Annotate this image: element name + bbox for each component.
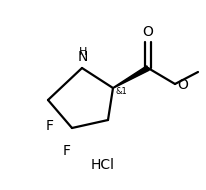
Text: F: F (46, 119, 54, 133)
Text: F: F (63, 144, 71, 158)
Text: &1: &1 (115, 88, 127, 97)
Text: O: O (176, 78, 187, 92)
Text: O: O (142, 25, 153, 39)
Text: H: H (78, 47, 87, 57)
Text: HCl: HCl (91, 158, 115, 172)
Text: N: N (77, 50, 88, 64)
Polygon shape (112, 66, 149, 88)
